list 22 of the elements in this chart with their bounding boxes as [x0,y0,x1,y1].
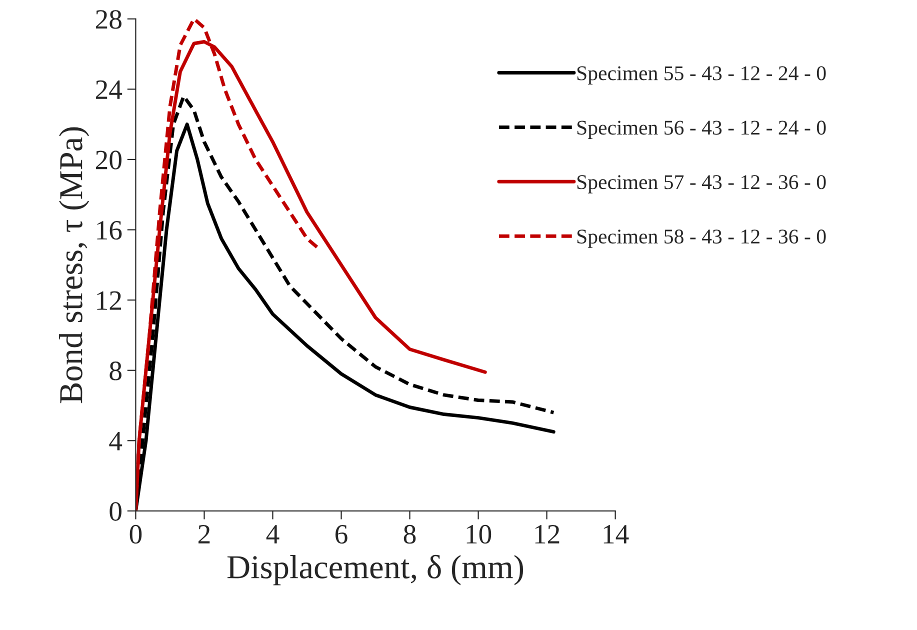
x-tick-label: 8 [404,524,416,544]
y-tick-label: 16 [97,221,122,240]
x-tick-label: 12 [535,525,560,544]
y-tick-label: 24 [96,80,122,99]
x-tick-label: 4 [266,525,280,544]
y-tick-label: 8 [110,362,122,380]
legend-label: Specimen 56 - 43 - 12 - 24 - 0 [577,120,826,139]
y-axis-title: Bond stress, τ (MPa) [58,127,90,404]
y-tick-label: 0 [110,502,122,521]
legend-label: Specimen 57 - 43 - 12 - 36 - 0 [577,175,826,194]
x-tick-label: 10 [466,524,492,544]
x-tick-label: 6 [336,525,348,544]
x-axis-title: Displacement, δ (mm) [227,554,524,586]
y-tick-label: 28 [96,10,122,29]
legend-label: Specimen 58 - 43 - 12 - 36 - 0 [577,230,826,248]
x-tick-label: 2 [198,525,210,544]
x-tick-label: 14 [604,525,629,544]
y-tick-label: 12 [97,291,121,310]
y-tick-label: 4 [109,432,122,450]
legend-label: Specimen 55 - 43 - 12 - 24 - 0 [577,66,826,85]
y-tick-label: 20 [96,150,122,170]
x-tick-label: 0 [130,524,142,544]
